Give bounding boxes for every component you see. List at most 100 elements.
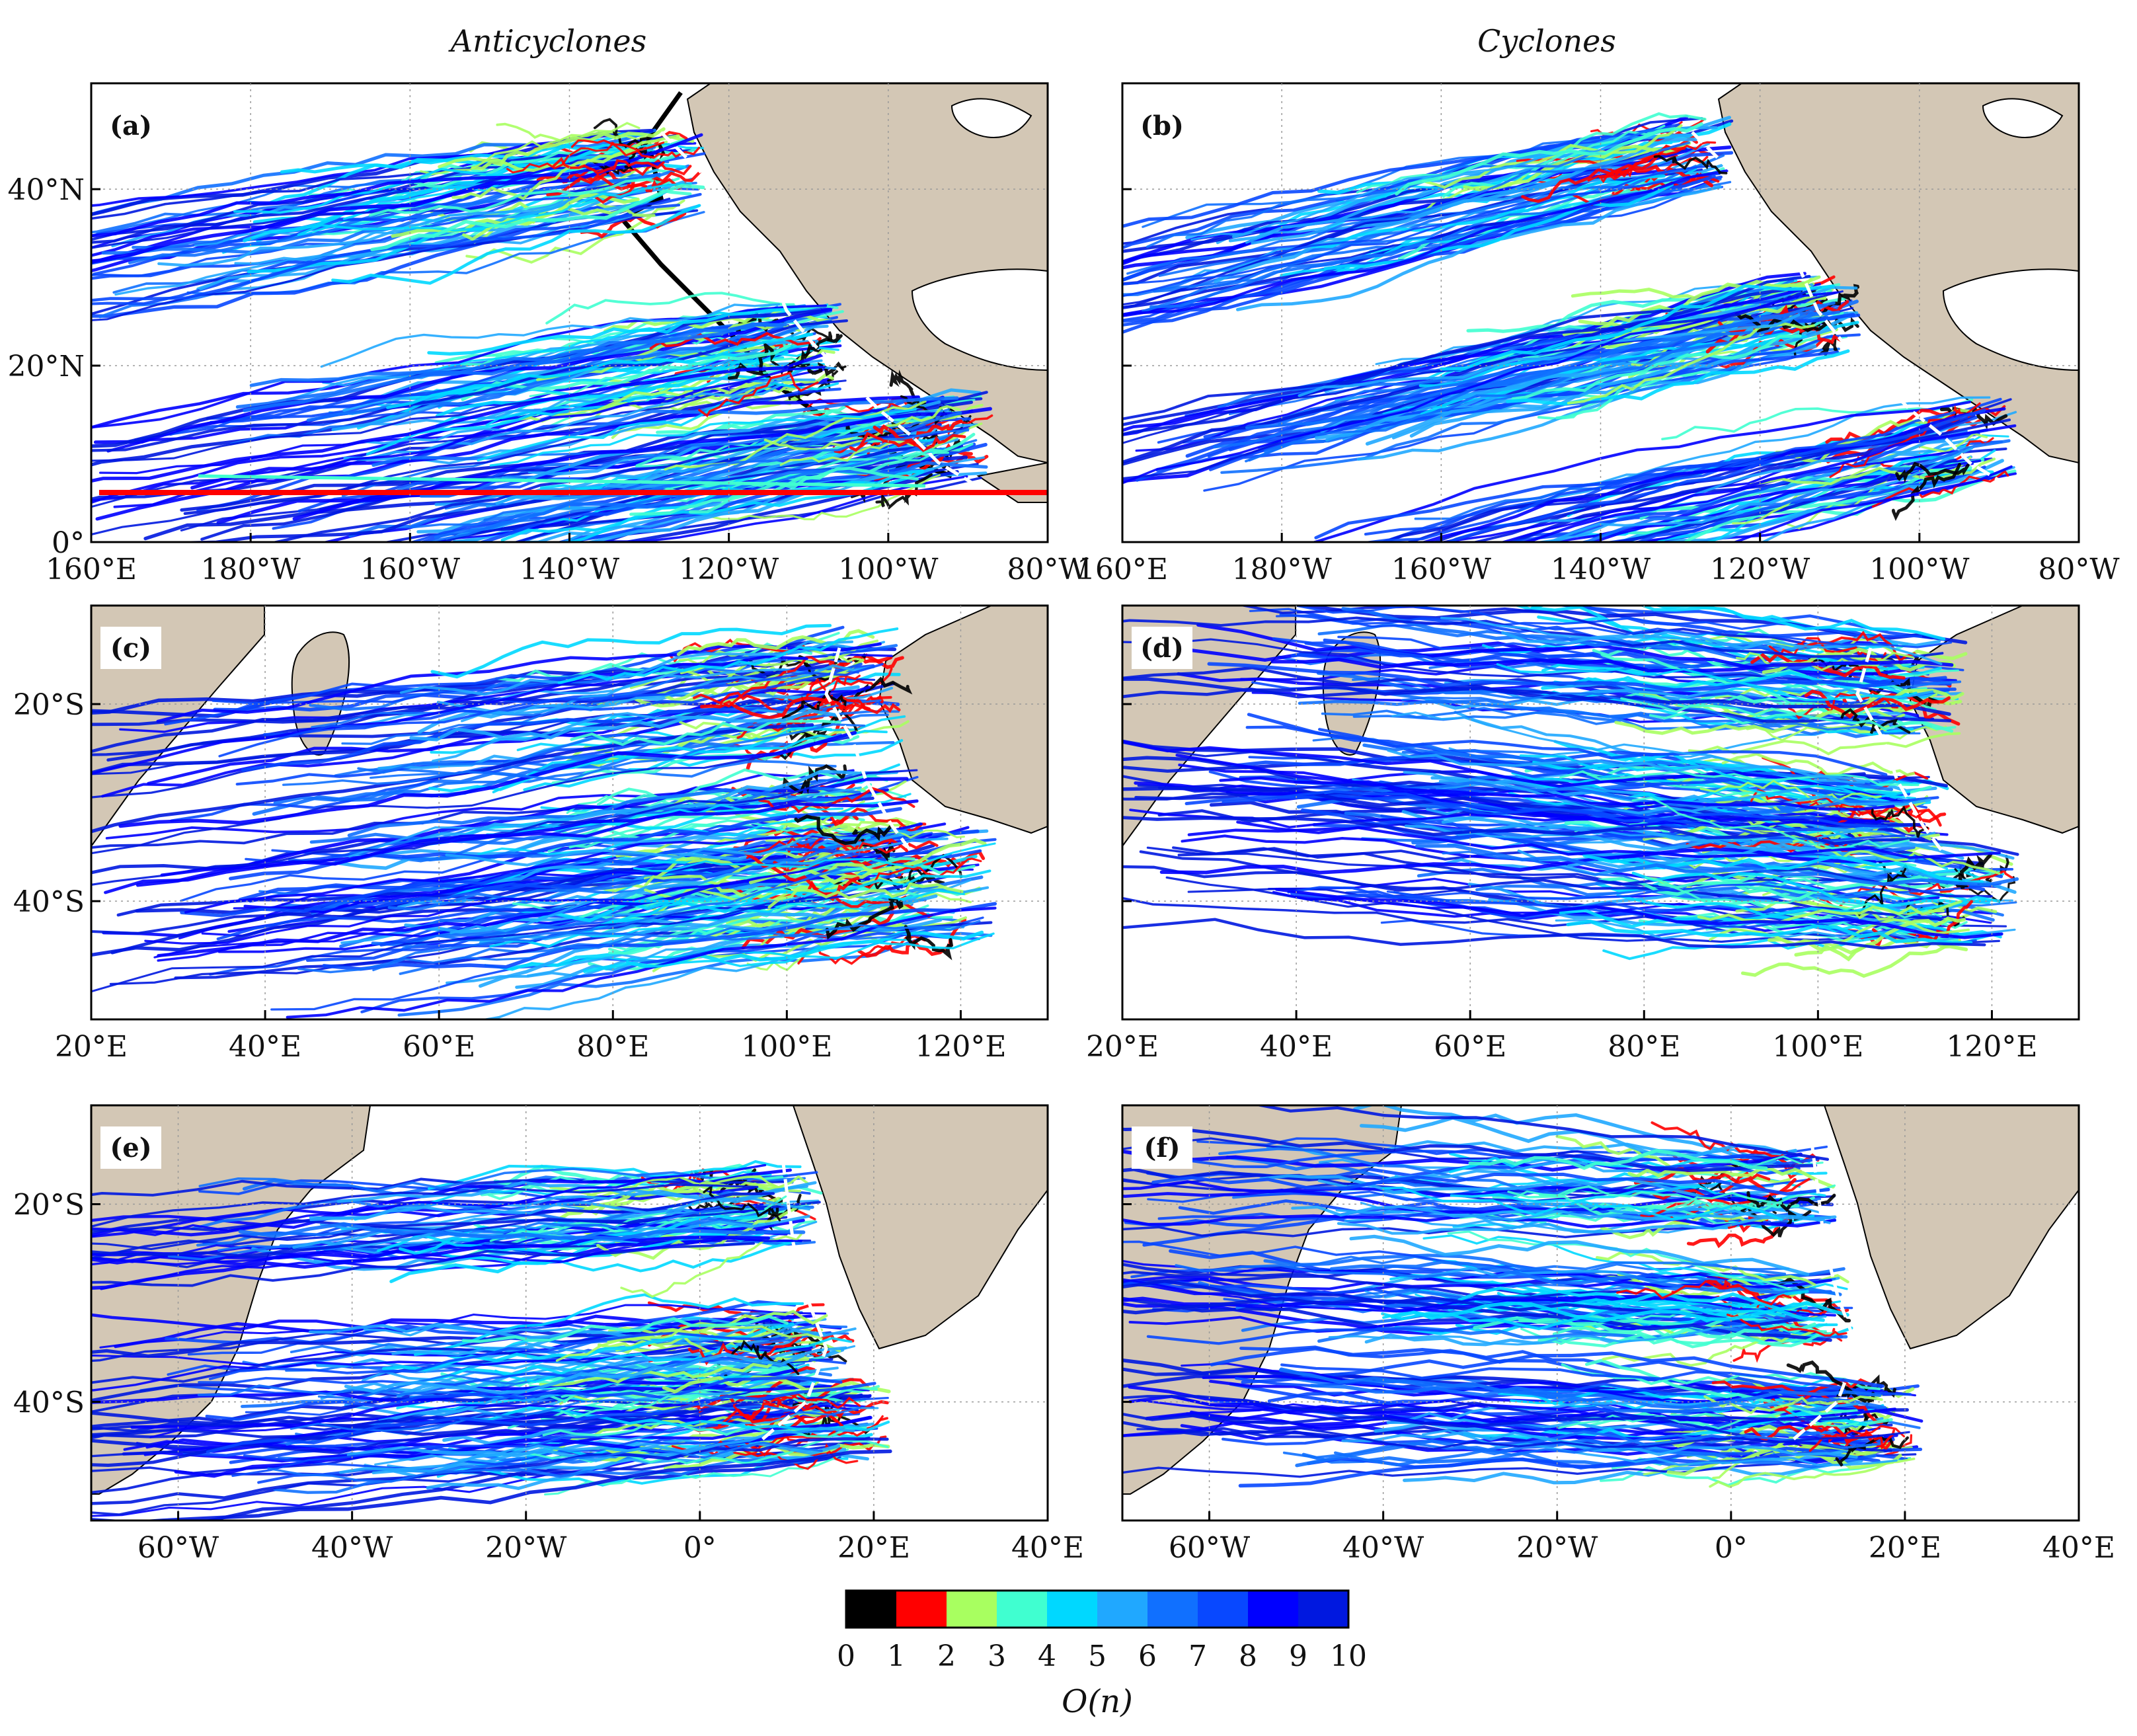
colorbar-tick-label: 3 bbox=[988, 1639, 1006, 1673]
eddy-track bbox=[1356, 335, 1834, 461]
eddy-track bbox=[1122, 1180, 1772, 1203]
x-tick-label: 0° bbox=[1715, 1531, 1748, 1565]
eddy-track bbox=[357, 710, 900, 774]
eddy-track bbox=[1374, 1421, 1855, 1465]
eddy-track bbox=[1635, 465, 1986, 542]
x-tick-label: 160°W bbox=[1391, 553, 1492, 586]
eddy-track bbox=[904, 925, 954, 961]
eddy-track bbox=[1122, 638, 1909, 695]
eddy-track bbox=[1654, 1424, 1896, 1456]
y-tick-label: 40°S bbox=[13, 885, 85, 919]
eddy-track bbox=[1653, 155, 1728, 175]
eddy-track bbox=[1697, 900, 1962, 924]
eddy-track bbox=[91, 1208, 765, 1251]
eddy-track bbox=[1122, 918, 1986, 950]
eddy-track bbox=[91, 389, 826, 536]
x-tick-label: 0° bbox=[683, 1531, 717, 1565]
eddy-track bbox=[1709, 1457, 1916, 1488]
panel-b-label: (b) bbox=[1140, 110, 1184, 141]
eddy-track bbox=[101, 177, 638, 255]
eddy-track bbox=[91, 664, 830, 754]
eddy-track bbox=[703, 1185, 781, 1222]
eddy-track bbox=[1190, 128, 1674, 241]
eddy-track bbox=[418, 427, 931, 542]
eddy-track bbox=[1686, 1435, 1885, 1461]
x-tick-label: 40°E bbox=[229, 1030, 301, 1064]
eddy-track bbox=[91, 1396, 870, 1458]
eddy-track bbox=[1337, 1216, 1825, 1235]
eddy-track bbox=[91, 204, 642, 318]
eddy-track bbox=[1259, 1174, 1769, 1200]
colorbar-swatch bbox=[1248, 1591, 1299, 1628]
eddy-track bbox=[1538, 1184, 1836, 1212]
eddy-track bbox=[379, 849, 982, 947]
eddy-track bbox=[1550, 459, 1982, 542]
eddy-track bbox=[1699, 779, 1882, 802]
panel-b-map bbox=[1122, 83, 2079, 542]
eddy-track bbox=[348, 786, 862, 858]
panel-f: (f) 60°W 40°W 20°W 0° 20°E 40°E bbox=[1121, 1104, 2115, 1565]
panel-e-grid bbox=[91, 1105, 1048, 1520]
eddy-track bbox=[1631, 797, 1910, 849]
column-title-cyclones: Cyclones bbox=[1477, 23, 1616, 59]
eddy-track bbox=[91, 1242, 756, 1287]
eddy-track bbox=[649, 331, 816, 350]
eddy-track bbox=[804, 803, 927, 834]
eddy-track bbox=[461, 1315, 789, 1343]
panel-a-great-lakes bbox=[951, 98, 1032, 138]
eddy-track bbox=[625, 932, 995, 968]
eddy-track bbox=[218, 662, 884, 758]
eddy-track bbox=[309, 1197, 811, 1220]
eddy-track bbox=[1686, 1216, 1791, 1249]
eddy-track bbox=[1395, 122, 1703, 196]
eddy-track bbox=[430, 623, 832, 679]
eddy-track bbox=[1122, 286, 1822, 420]
eddy-track bbox=[1298, 313, 1801, 397]
eddy-track bbox=[1740, 938, 1961, 978]
eddy-track bbox=[1826, 801, 1942, 828]
eddy-track bbox=[1505, 428, 1989, 542]
eddy-track bbox=[698, 372, 819, 418]
x-tick-label: 140°W bbox=[1551, 553, 1651, 586]
eddy-track bbox=[91, 319, 849, 452]
eddy-track bbox=[1403, 1459, 1863, 1485]
eddy-track bbox=[1726, 1314, 1847, 1337]
eddy-track bbox=[465, 199, 685, 264]
eddy-track bbox=[1616, 1280, 1792, 1306]
eddy-track bbox=[1391, 711, 1865, 784]
eddy-track bbox=[428, 428, 970, 542]
eddy-track bbox=[1387, 749, 1871, 783]
eddy-track bbox=[597, 768, 877, 806]
x-tick-label: 20°E bbox=[837, 1531, 910, 1565]
eddy-track bbox=[91, 214, 633, 302]
eddy-track bbox=[1840, 708, 1911, 734]
panel-d-y-ticks bbox=[1122, 703, 1132, 902]
eddy-track bbox=[1871, 805, 1929, 838]
panel-f-frame bbox=[1121, 1104, 2080, 1522]
eddy-track bbox=[231, 1397, 889, 1478]
eddy-track bbox=[1305, 301, 1836, 426]
panel-e-tracks bbox=[91, 1160, 892, 1520]
eddy-track bbox=[1627, 1166, 1835, 1189]
eddy-track bbox=[1122, 169, 1729, 317]
eddy-track bbox=[91, 855, 860, 935]
eddy-track bbox=[1445, 409, 1986, 542]
eddy-track bbox=[1323, 182, 1674, 270]
eddy-track bbox=[449, 837, 949, 935]
eddy-track bbox=[386, 333, 814, 409]
colorbar-label: O(n) bbox=[1062, 1683, 1133, 1720]
x-tick-label: 20°W bbox=[1516, 1531, 1598, 1565]
panel-d-label-box bbox=[1132, 627, 1192, 669]
eddy-track bbox=[91, 161, 663, 264]
eddy-track bbox=[1447, 1230, 1802, 1295]
x-tick-label: 80°W bbox=[2038, 553, 2120, 586]
panel-e: (e) 60°W 40°W 20°W 0° 20°E 40°E 20°S 40°S bbox=[13, 1104, 1084, 1565]
eddy-track bbox=[1210, 1347, 1884, 1388]
panel-e-frame bbox=[90, 1104, 1049, 1522]
eddy-track bbox=[1122, 272, 1807, 432]
eddy-track bbox=[1386, 883, 2001, 900]
eddy-track bbox=[1786, 1360, 1875, 1403]
eddy-track bbox=[1639, 471, 1976, 542]
eddy-track bbox=[621, 869, 991, 914]
panel-a-map bbox=[91, 83, 1048, 542]
